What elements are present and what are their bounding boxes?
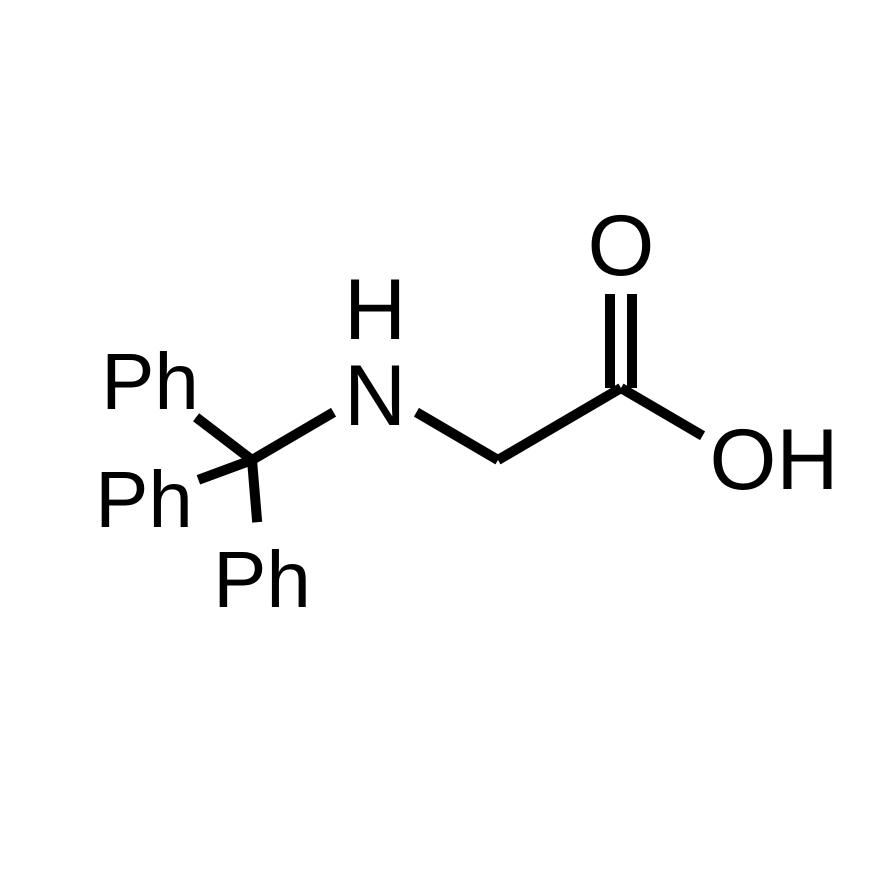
- atom-label-ph_bot: Ph: [213, 540, 311, 620]
- atom-label-n_h: H: [344, 267, 406, 353]
- atom-label-o_oh: OH: [710, 417, 839, 503]
- atom-label-o_dbl: O: [588, 203, 655, 289]
- atom-label-ph_top: Ph: [101, 342, 199, 422]
- atom-label-n: N: [344, 353, 406, 439]
- chemical-structure-canvas: NHOOHPhPhPh: [0, 0, 890, 890]
- atom-label-ph_mid: Ph: [95, 460, 193, 540]
